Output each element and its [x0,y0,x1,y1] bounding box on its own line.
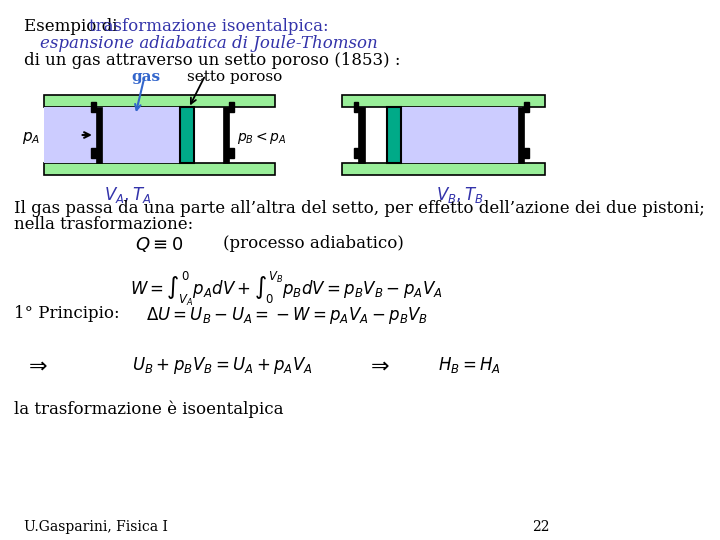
Text: $p_B$$<$$p_A$: $p_B$$<$$p_A$ [238,130,287,146]
Bar [180,107,194,163]
Text: $V_A, T_A$: $V_A, T_A$ [104,185,151,205]
Bar [354,148,359,158]
Text: trasformazione isoentalpica:: trasformazione isoentalpica: [89,18,329,35]
Bar [229,102,234,112]
Text: setto poroso: setto poroso [187,70,282,84]
Bar [343,95,546,107]
Text: $\Rightarrow$: $\Rightarrow$ [366,355,390,377]
Bar [518,107,524,163]
Text: $p_A$: $p_A$ [22,130,40,146]
Text: espansione adiabatica di Joule-Thomson: espansione adiabatica di Joule-Thomson [40,35,377,52]
Bar [524,102,528,112]
Text: U.Gasparini, Fisica I: U.Gasparini, Fisica I [24,520,168,534]
Text: $H_B = H_A$: $H_B = H_A$ [438,355,501,375]
Bar [91,148,96,158]
Text: $\Rightarrow$: $\Rightarrow$ [24,355,48,377]
Text: Il gas passa da una parte all’altra del setto, per effetto dell’azione dei due p: Il gas passa da una parte all’altra del … [14,200,705,217]
Text: gas: gas [131,70,161,84]
Bar [44,163,275,175]
Text: $W = \int_{V_A}^{0} p_A dV + \int_{0}^{V_B} p_B dV = p_B V_B - p_A V_A$: $W = \int_{V_A}^{0} p_A dV + \int_{0}^{V… [130,270,443,308]
Text: $\Delta U = U_B - U_A = -W = p_A V_A - p_B V_B$: $\Delta U = U_B - U_A = -W = p_A V_A - p… [145,305,428,326]
Text: di un gas attraverso un setto poroso (1853) :: di un gas attraverso un setto poroso (18… [24,52,400,69]
Bar [343,163,546,175]
Bar [354,102,359,112]
Bar [524,148,528,158]
Bar [96,107,102,163]
Bar [359,107,365,163]
Text: la trasformazione è isoentalpica: la trasformazione è isoentalpica [14,400,284,417]
Bar [223,107,230,163]
Text: $Q \equiv 0$: $Q \equiv 0$ [135,235,184,254]
Text: 1° Principio:: 1° Principio: [14,305,120,322]
Bar [229,148,234,158]
Bar [401,107,521,163]
Text: $V_B, T_B$: $V_B, T_B$ [436,185,483,205]
Bar [44,107,187,163]
Text: $U_B + p_B V_B = U_A + p_A V_A$: $U_B + p_B V_B = U_A + p_A V_A$ [132,355,313,376]
Text: nella trasformazione:: nella trasformazione: [14,216,194,233]
Bar [387,107,401,163]
Bar [91,102,96,112]
Text: Esempio di: Esempio di [24,18,122,35]
Bar [44,95,275,107]
Text: (processo adiabatico): (processo adiabatico) [223,235,404,252]
Text: 22: 22 [532,520,549,534]
